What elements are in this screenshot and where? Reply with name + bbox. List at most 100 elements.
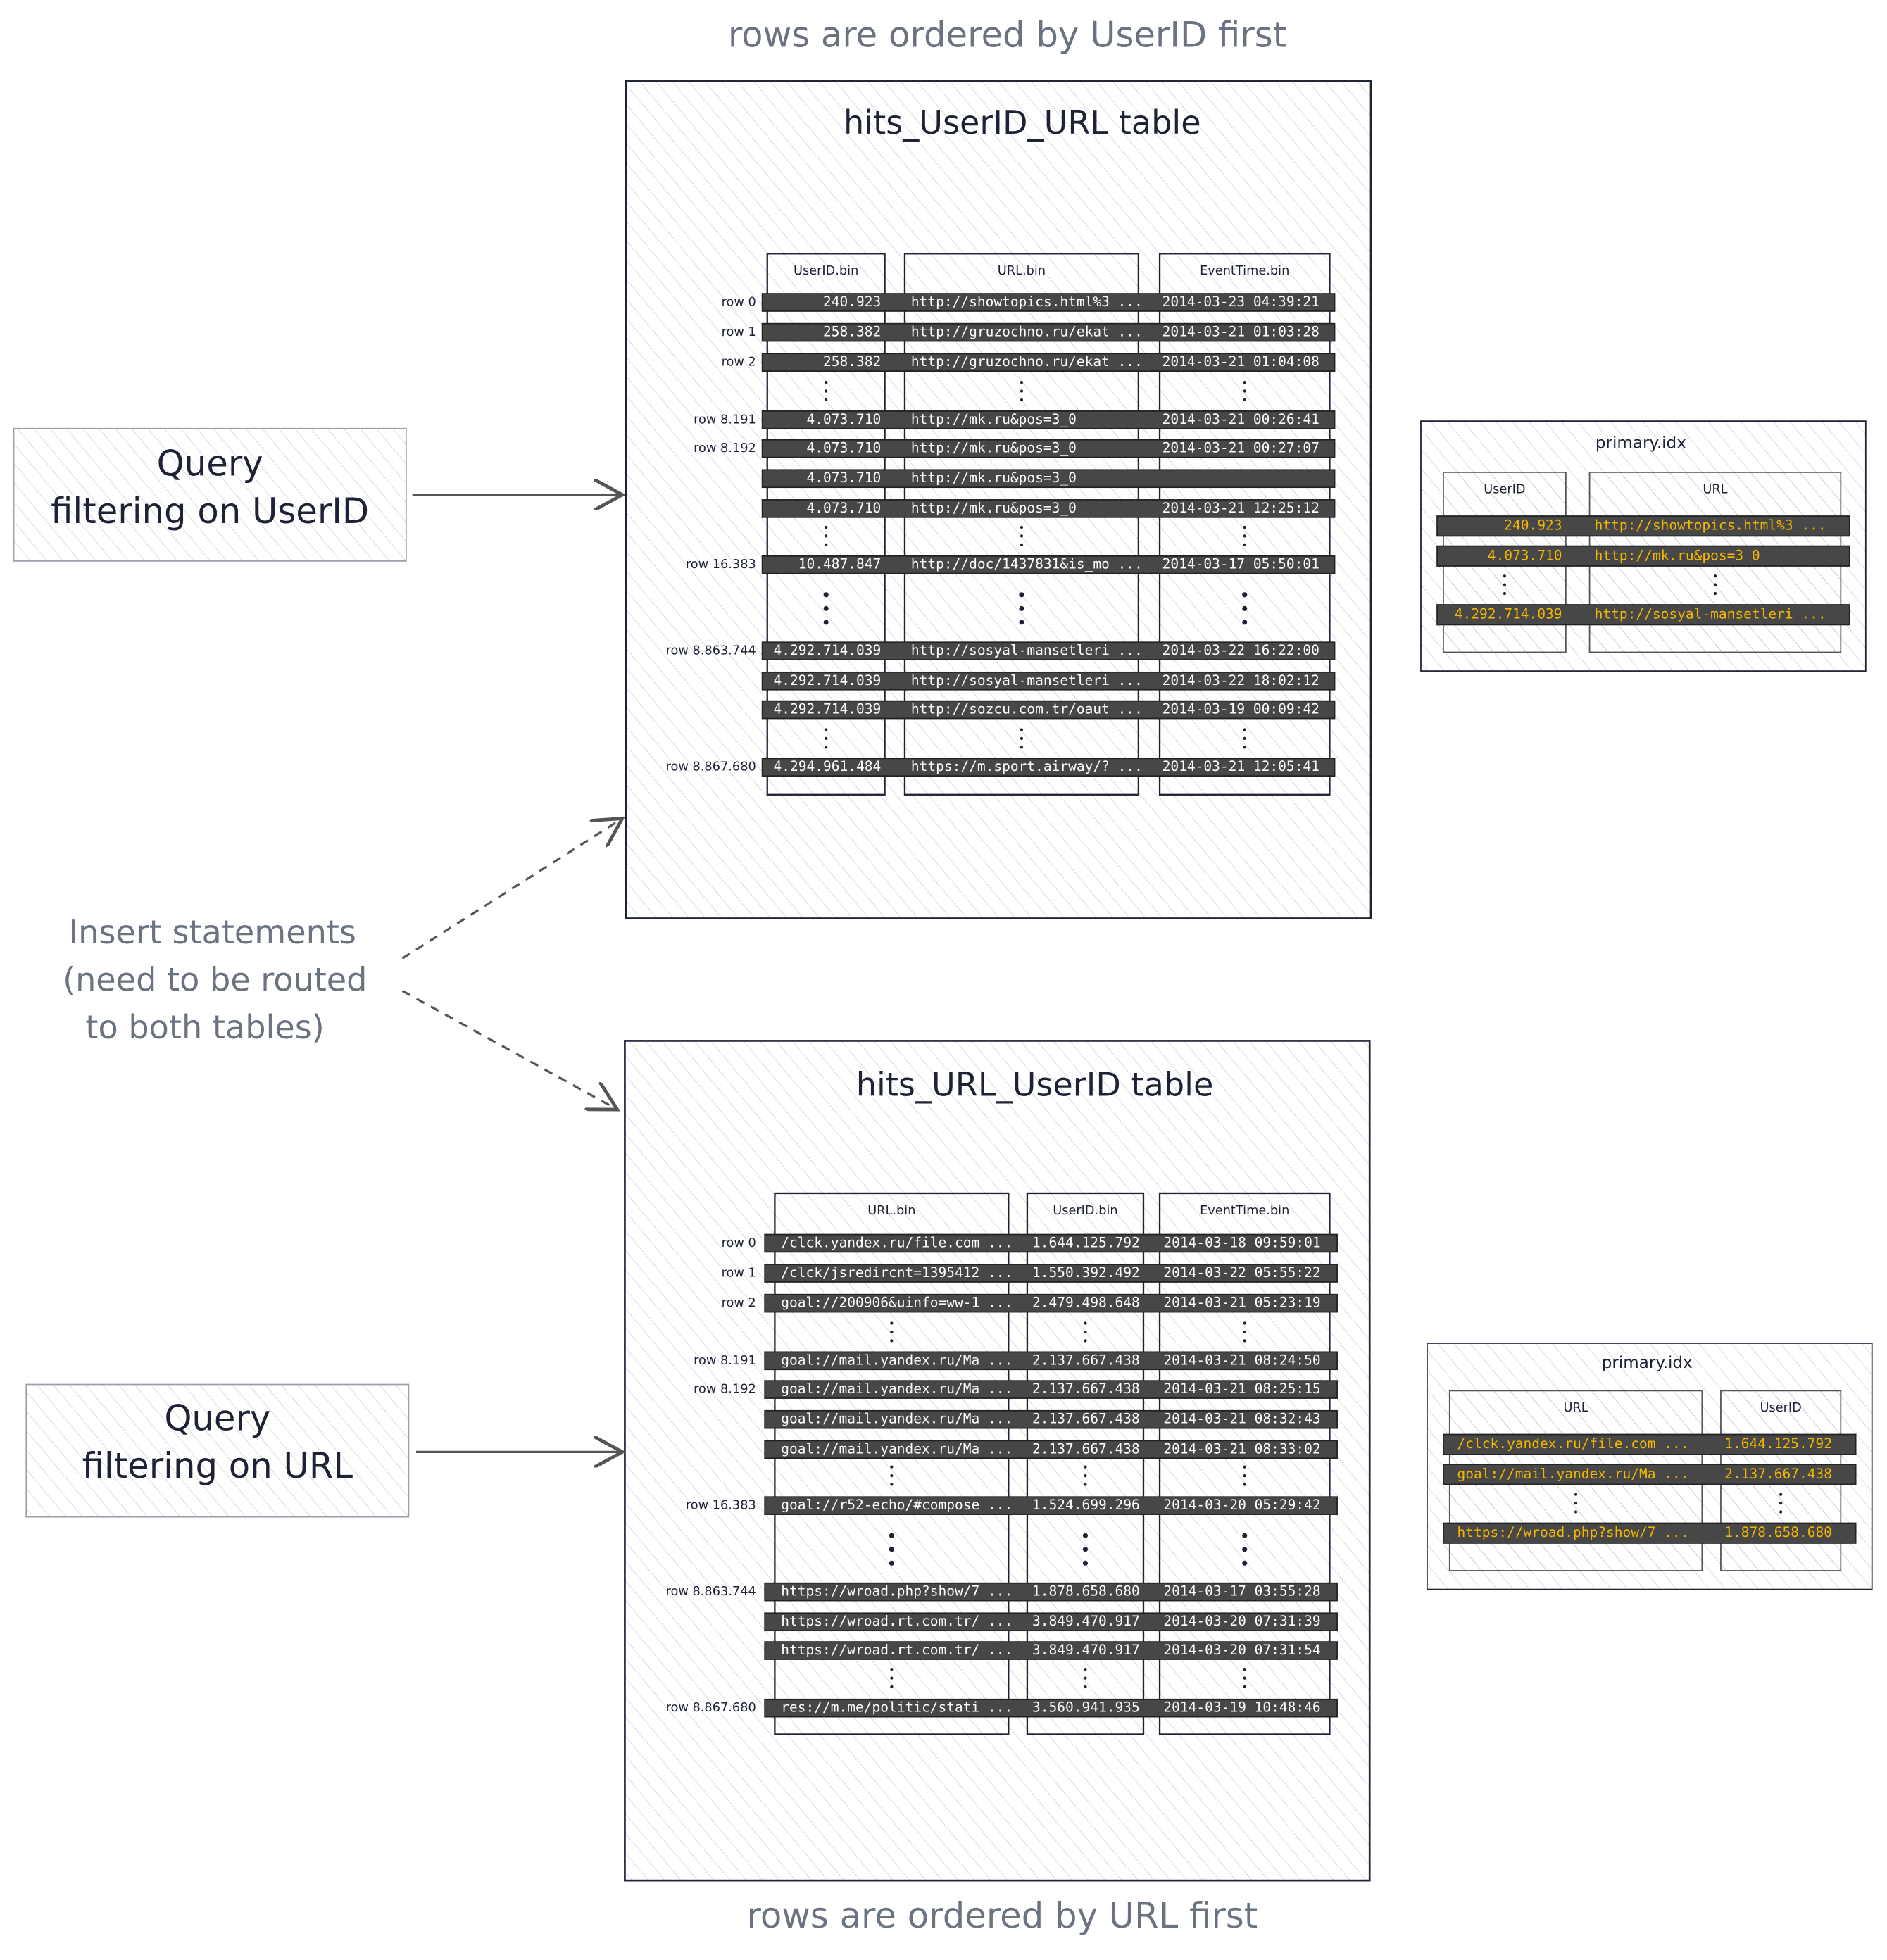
ellipsis-dot [890,1483,894,1486]
query-box [13,427,407,562]
cell: 2014-03-17 03:55:28 [1163,1583,1320,1600]
ellipsis-dot [890,1330,894,1334]
cell: 2014-03-21 08:24:50 [1163,1352,1320,1368]
row-bar [764,1233,1338,1253]
cell: 2014-03-19 00:09:42 [1162,701,1319,717]
cell: 2014-03-21 08:32:43 [1163,1411,1320,1427]
cell: 2014-03-21 08:25:15 [1163,1381,1320,1397]
column-header: URL.bin [998,264,1046,278]
ellipsis-dot [1243,1465,1246,1469]
index-bar [1443,1464,1857,1485]
cell: 2014-03-21 00:27:07 [1162,440,1319,456]
index-cell: http://mk.ru&pos=3_0 [1595,547,1760,563]
ellipsis-dot [1243,1676,1246,1680]
ellipsis-dot [1020,398,1024,402]
ellipsis-dot [825,525,828,529]
index-title: primary.idx [1602,1354,1693,1372]
index-cell: 1.644.125.792 [1724,1436,1832,1452]
ellipsis-dot [1574,1501,1578,1505]
ellipsis-dot [1020,380,1024,384]
row-bar [761,555,1336,574]
row-label: row 1 [722,1267,756,1281]
index-header: UserID [1760,1401,1801,1415]
cell: goal://mail.yandex.ru/Ma ... [781,1440,1013,1457]
row-bar [764,1641,1338,1660]
cell: 2.137.667.438 [1032,1440,1140,1457]
ellipsis-dot [1713,591,1717,596]
row-label: row 8.192 [694,441,756,456]
cell: https://wroad.php?show/7 ... [781,1583,1013,1600]
cell: goal://mail.yandex.ru/Ma ... [781,1381,1013,1397]
cell: 2014-03-21 12:05:41 [1162,758,1319,774]
ellipsis-dot [1084,1465,1087,1469]
index-title: primary.idx [1596,434,1686,453]
cell: 2014-03-21 08:33:02 [1163,1440,1320,1457]
column-box [1158,253,1331,796]
cell: http://gruzochno.ru/ekat ... [911,353,1143,370]
ellipsis-dot [825,746,828,749]
cell: 2014-03-20 07:31:39 [1163,1613,1320,1629]
row-bar [761,641,1336,660]
index-cell: 1.878.658.680 [1724,1524,1832,1540]
ellipsis-dot [1242,592,1248,598]
row-label: row 8.867.680 [666,760,756,774]
ellipsis-dot [890,1321,894,1325]
ellipsis-dot [889,1560,894,1566]
cell: 2014-03-21 01:03:28 [1162,324,1319,340]
ellipsis-dot [1019,620,1024,625]
column-box [903,253,1140,796]
row-bar [764,1582,1338,1602]
ellipsis-dot [1243,525,1246,529]
cell: res://m.me/politic/stati ... [781,1700,1013,1716]
row-bar [761,700,1336,720]
row-label: row 8.863.744 [666,1585,756,1599]
index-header: UserID [1484,483,1525,497]
cell: 4.073.710 [807,470,882,486]
column-box [1158,1192,1331,1735]
cell: 10.487.847 [798,556,882,572]
row-bar [761,322,1336,342]
ellipsis-dot [1779,1501,1783,1505]
cell: http://mk.ru&pos=3_0 [911,411,1077,427]
cell: /clck.yandex.ru/file.com ... [781,1234,1013,1250]
ellipsis-dot [1243,1330,1246,1334]
row-label: row 8.867.680 [666,1701,756,1715]
ellipsis-dot [1574,1493,1578,1496]
index-cell: https://wroad.php?show/7 ... [1457,1524,1688,1540]
cell: 4.073.710 [807,440,882,456]
cell: 240.923 [823,294,881,310]
ellipsis-dot [1020,728,1024,731]
table-title: hits_UserID_URL table [844,103,1201,142]
row-label: row 0 [722,296,756,310]
cell: 2.479.498.648 [1032,1295,1140,1311]
ellipsis-dot [1713,583,1717,586]
column-header: UserID.bin [794,264,858,278]
cell: 4.073.710 [807,411,882,427]
index-cell: 2.137.667.438 [1724,1466,1832,1482]
ellipsis-dot [1084,1474,1087,1478]
ellipsis-dot [825,534,828,538]
row-bar [761,410,1336,429]
cell: 4.292.714.039 [774,701,882,717]
cell: https://wroad.rt.com.tr/ ... [781,1642,1013,1658]
ellipsis-dot [1084,1668,1087,1671]
ellipsis-dot [1242,1547,1248,1552]
row-label: row 0 [722,1236,756,1250]
cell: http://sosyal-mansetleri ... [911,672,1143,689]
ellipsis-dot [1243,1685,1246,1689]
cell: goal://r52-echo/#compose ... [781,1497,1013,1513]
ellipsis-dot [1713,574,1717,578]
ellipsis-dot [1020,525,1024,529]
cell: 4.292.714.039 [774,672,882,689]
ellipsis-dot [1020,389,1024,393]
cell: goal://mail.yandex.ru/Ma ... [781,1411,1013,1427]
ellipsis-dot [1243,736,1246,741]
row-bar [764,1264,1338,1283]
row-bar [761,439,1336,458]
index-cell: 4.292.714.039 [1455,606,1562,622]
column-box [774,1192,1010,1735]
ellipsis-dot [1503,583,1507,586]
ellipsis-dot [825,543,828,546]
row-bar [761,758,1336,777]
column-header: EventTime.bin [1200,264,1289,278]
